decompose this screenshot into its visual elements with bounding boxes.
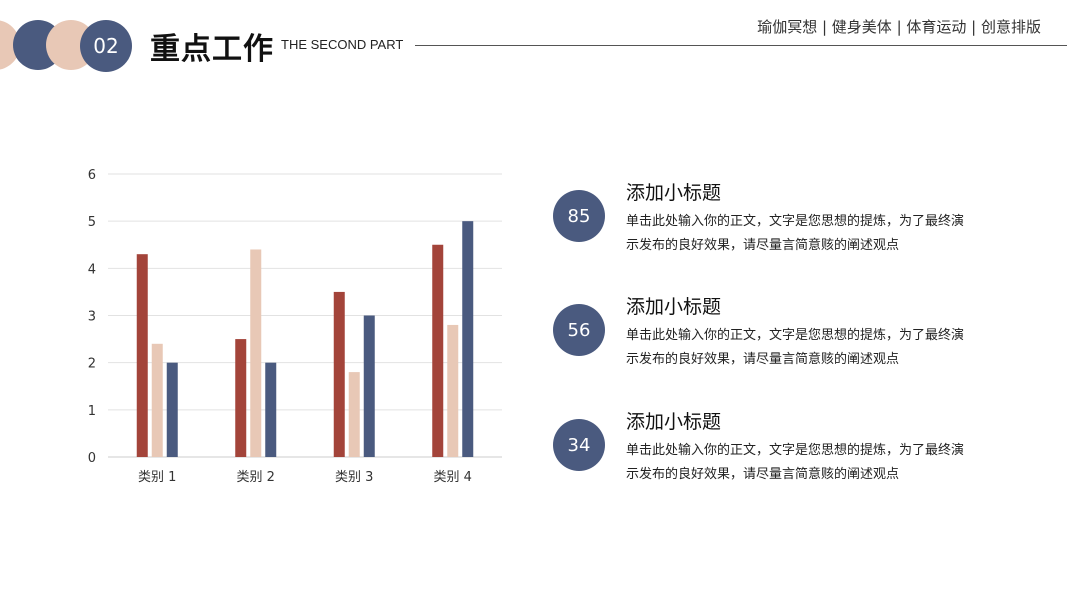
stat-value: 34 — [567, 434, 591, 456]
item-body: 单击此处输入你的正文，文字是您思想的提炼，为了最终演示发布的良好效果，请尽量言简… — [626, 214, 965, 253]
y-tick-label: 2 — [88, 357, 96, 372]
stat-item-2: 56 添加小标题 单击此处输入你的正文，文字是您思想的提炼，为了最终演示发布的良… — [553, 296, 1033, 380]
item-title: 添加小标题 — [626, 182, 722, 204]
section-number-badge: 02 — [80, 20, 132, 72]
bar — [333, 291, 345, 457]
page-title: 重点工作 — [150, 32, 274, 67]
stat-value: 56 — [567, 319, 591, 341]
x-tick-label: 类别 4 — [434, 470, 472, 485]
bar — [462, 221, 474, 457]
stat-badge: 56 — [553, 304, 605, 356]
y-tick-label: 5 — [88, 215, 96, 230]
bar — [136, 254, 148, 457]
bar — [166, 362, 178, 457]
x-tick-label: 类别 2 — [237, 470, 275, 485]
stat-item-1: 85 添加小标题 单击此处输入你的正文，文字是您思想的提炼，为了最终演示发布的良… — [553, 182, 1033, 266]
item-body: 单击此处输入你的正文，文字是您思想的提炼，为了最终演示发布的良好效果，请尽量言简… — [626, 328, 965, 367]
stat-item-3: 34 添加小标题 单击此处输入你的正文，文字是您思想的提炼，为了最终演示发布的良… — [553, 411, 1033, 495]
y-tick-label: 3 — [88, 310, 96, 325]
stat-badge: 34 — [553, 419, 605, 471]
section-number: 02 — [93, 34, 119, 58]
bar-chart: 0 1 2 3 4 5 6 类别 1 类别 2 类别 3 类别 4 — [88, 168, 502, 485]
bar — [348, 372, 360, 457]
bar — [151, 343, 163, 457]
x-tick-label: 类别 1 — [138, 470, 176, 485]
bar — [432, 244, 444, 457]
item-body: 单击此处输入你的正文，文字是您思想的提炼，为了最终演示发布的良好效果，请尽量言简… — [626, 443, 965, 482]
bar — [265, 362, 277, 457]
bar — [235, 339, 247, 457]
header-divider — [415, 45, 1067, 46]
item-title: 添加小标题 — [626, 411, 722, 433]
bar — [250, 249, 262, 457]
stat-value: 85 — [567, 205, 591, 227]
bar — [447, 324, 459, 457]
item-title: 添加小标题 — [626, 296, 722, 318]
y-tick-label: 0 — [88, 451, 96, 466]
y-tick-label: 1 — [88, 404, 96, 419]
header-tagline: 瑜伽冥想 | 健身美体 | 体育运动 | 创意排版 — [757, 18, 1041, 36]
y-tick-label: 4 — [88, 262, 96, 277]
y-tick-label: 6 — [88, 168, 96, 183]
x-tick-label: 类别 3 — [335, 470, 373, 485]
page-subtitle: THE SECOND PART — [281, 37, 404, 52]
stat-badge: 85 — [553, 190, 605, 242]
bar — [363, 315, 375, 457]
